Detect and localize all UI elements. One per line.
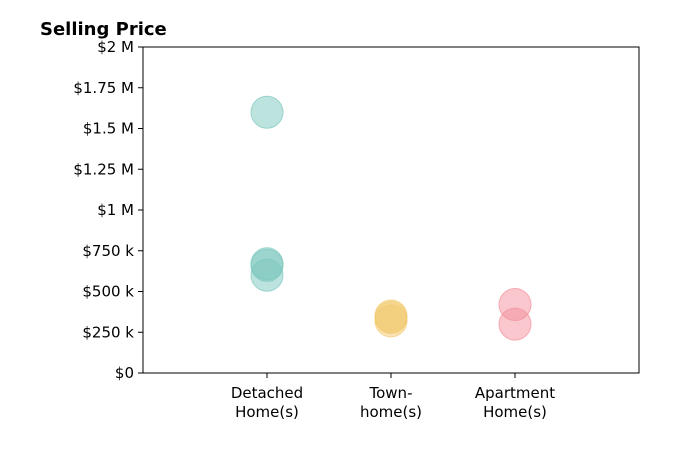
y-tick-label: $2 M [97, 38, 134, 56]
x-tick-label: Apartment Home(s) [475, 384, 555, 421]
point [374, 299, 408, 333]
y-tick-label: $750 k [82, 242, 134, 260]
y-tick-label: $1.75 M [73, 79, 134, 97]
y-tick-label: $1.5 M [83, 120, 134, 138]
x-tick-label: Detached Home(s) [231, 384, 303, 421]
x-tick-label: Town-home(s) [360, 384, 422, 421]
y-tick-label: $500 k [82, 283, 134, 301]
chart-title: Selling Price [40, 19, 167, 40]
point [250, 95, 284, 129]
y-tick-label: $250 k [82, 323, 134, 341]
point [250, 258, 284, 292]
y-tick-label: $1 M [97, 201, 134, 219]
y-tick-label: $1.25 M [73, 160, 134, 178]
y-tick-label: $0 [115, 364, 134, 382]
point [498, 307, 532, 341]
